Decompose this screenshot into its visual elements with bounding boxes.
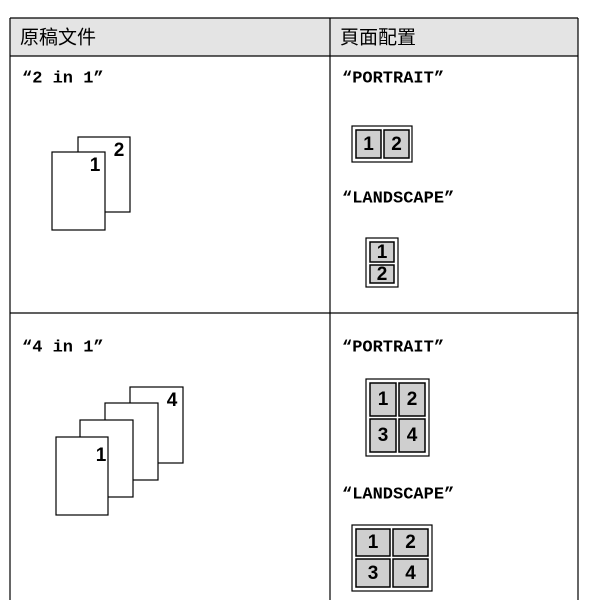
layout-cell — [398, 382, 426, 417]
cell-number: 1 — [368, 532, 379, 553]
layout-cell — [369, 264, 395, 284]
cell-number: 1 — [378, 389, 389, 410]
page-sheet — [51, 151, 106, 231]
page-number: 1 — [90, 155, 101, 176]
layout-label: “PORTRAIT” — [342, 338, 444, 357]
cell-number: 3 — [378, 425, 389, 446]
cell-number: 3 — [368, 563, 379, 584]
layout-cell — [392, 558, 429, 588]
cell-number: 4 — [407, 425, 418, 446]
page-number: 2 — [114, 140, 125, 161]
page-number: 4 — [167, 390, 178, 411]
layout-cell — [392, 528, 429, 557]
header-cell: 原稿文件 — [20, 27, 96, 49]
cell-number: 2 — [407, 389, 418, 410]
cell-number: 2 — [377, 264, 388, 285]
cell-number: 1 — [363, 134, 374, 155]
layout-label: “LANDSCAPE” — [342, 189, 454, 208]
layout-cell — [355, 528, 391, 557]
cell-number: 4 — [405, 563, 416, 584]
table-grid — [9, 17, 579, 600]
layout-label: “LANDSCAPE” — [342, 485, 454, 504]
page-sheet — [55, 436, 109, 516]
layout-cell — [398, 418, 426, 453]
header-bg — [10, 18, 578, 56]
cell-number: 2 — [405, 532, 416, 553]
layout-cell — [369, 418, 397, 453]
layout-cell — [355, 129, 382, 159]
header-cell: 頁面配置 — [340, 27, 416, 49]
layout-cell — [355, 558, 391, 588]
layout-label: “PORTRAIT” — [342, 69, 444, 88]
page-number: 1 — [96, 445, 107, 466]
layout-cell — [369, 241, 395, 263]
layout-cell — [369, 382, 397, 417]
mode-label: “2 in 1” — [22, 69, 104, 88]
mode-label: “4 in 1” — [22, 338, 104, 357]
layout-cell — [383, 129, 410, 159]
cell-number: 1 — [377, 242, 388, 263]
cell-number: 2 — [391, 134, 402, 155]
